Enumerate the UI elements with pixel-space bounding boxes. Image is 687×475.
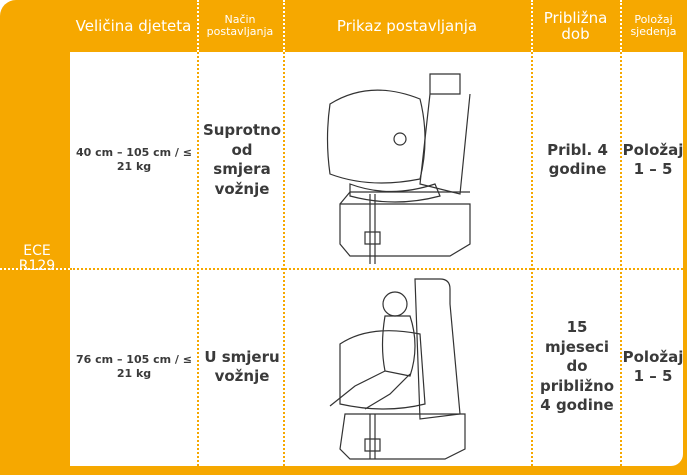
header-cell: Položaj sjedenja [630, 12, 677, 38]
cell: Suprotno od smjera vožnje [202, 121, 282, 198]
divider [197, 52, 199, 466]
header-cell: Prikaz postavljanja [336, 16, 478, 35]
table-body: 40 cm – 105 cm / ≤ 21 kg Suprotno od smj… [0, 52, 684, 466]
divider [620, 52, 622, 466]
header-divider [620, 0, 622, 52]
header-cell: Približna dob [543, 8, 608, 43]
cell: Položaj 1 – 5 [622, 140, 684, 179]
header-divider [531, 0, 533, 52]
rear-facing-illustration [326, 73, 471, 264]
standard-label: ECE R129 [18, 242, 56, 274]
header-cell: Način postavljanja [206, 12, 274, 38]
cell: 76 cm – 105 cm / ≤ 21 kg [76, 352, 192, 380]
cell: Pribl. 4 godine [547, 140, 608, 179]
cell: Položaj 1 – 5 [622, 347, 684, 386]
cell: U smjeru vožnje [204, 347, 280, 386]
divider [531, 52, 533, 466]
header-divider [283, 0, 285, 52]
divider [70, 268, 683, 270]
cell: 15 mjeseci do približno 4 godine [539, 318, 614, 415]
forward-facing-illustration [329, 278, 466, 460]
cell: 40 cm – 105 cm / ≤ 21 kg [76, 145, 192, 173]
divider [283, 52, 285, 466]
divider [0, 268, 70, 270]
header-cell: Veličina djeteta [75, 16, 192, 35]
header-divider [197, 0, 199, 52]
